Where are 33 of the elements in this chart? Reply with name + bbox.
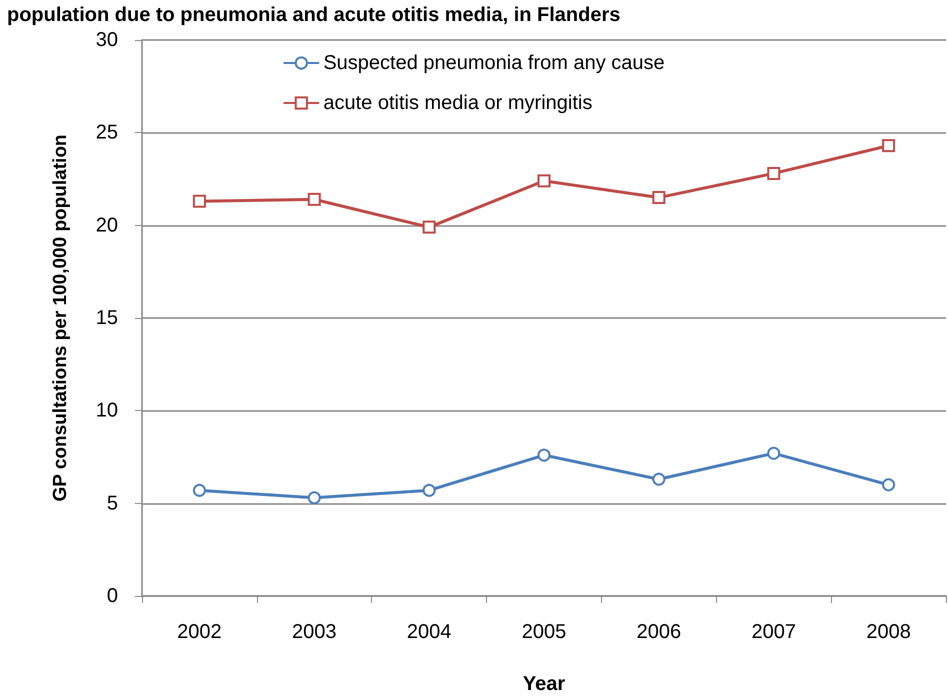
x-tick-label: 2002	[177, 621, 222, 643]
point	[422, 220, 436, 234]
y-tick-label: 25	[96, 122, 118, 144]
point	[652, 472, 666, 486]
point	[767, 166, 780, 180]
y-axis-title: GP consultations per 100,000 population	[50, 134, 71, 502]
x-tick-label: 2005	[522, 621, 566, 643]
x-tick-label: 2007	[751, 621, 796, 643]
point	[882, 478, 896, 492]
x-axis-title: Year	[522, 673, 566, 695]
point	[192, 194, 206, 208]
x-tick-label: 2003	[292, 621, 337, 643]
point	[652, 191, 666, 204]
x-tick-label: 2006	[636, 621, 682, 643]
point	[538, 174, 550, 188]
y-tick-label: 15	[96, 307, 118, 329]
point	[422, 484, 436, 497]
legend-label: acute otitis media or myringitis	[323, 92, 592, 114]
point	[308, 491, 321, 504]
y-tick-label: 10	[96, 400, 118, 422]
point	[192, 484, 206, 497]
x-tick-label: 2008	[866, 621, 911, 643]
legend-label: Suspected pneumonia from any cause	[323, 52, 665, 74]
y-tick-label: 30	[96, 29, 118, 51]
point	[538, 448, 550, 462]
point	[767, 446, 780, 460]
point	[308, 192, 321, 206]
y-tick-label: 20	[96, 214, 118, 236]
y-tick-label: 0	[106, 585, 118, 607]
chart-title: population due to pneumonia and acute otitis media, in Flanders	[7, 4, 620, 26]
x-tick-label: 2004	[406, 621, 452, 643]
point	[882, 139, 896, 152]
y-tick-label: 5	[106, 492, 118, 514]
